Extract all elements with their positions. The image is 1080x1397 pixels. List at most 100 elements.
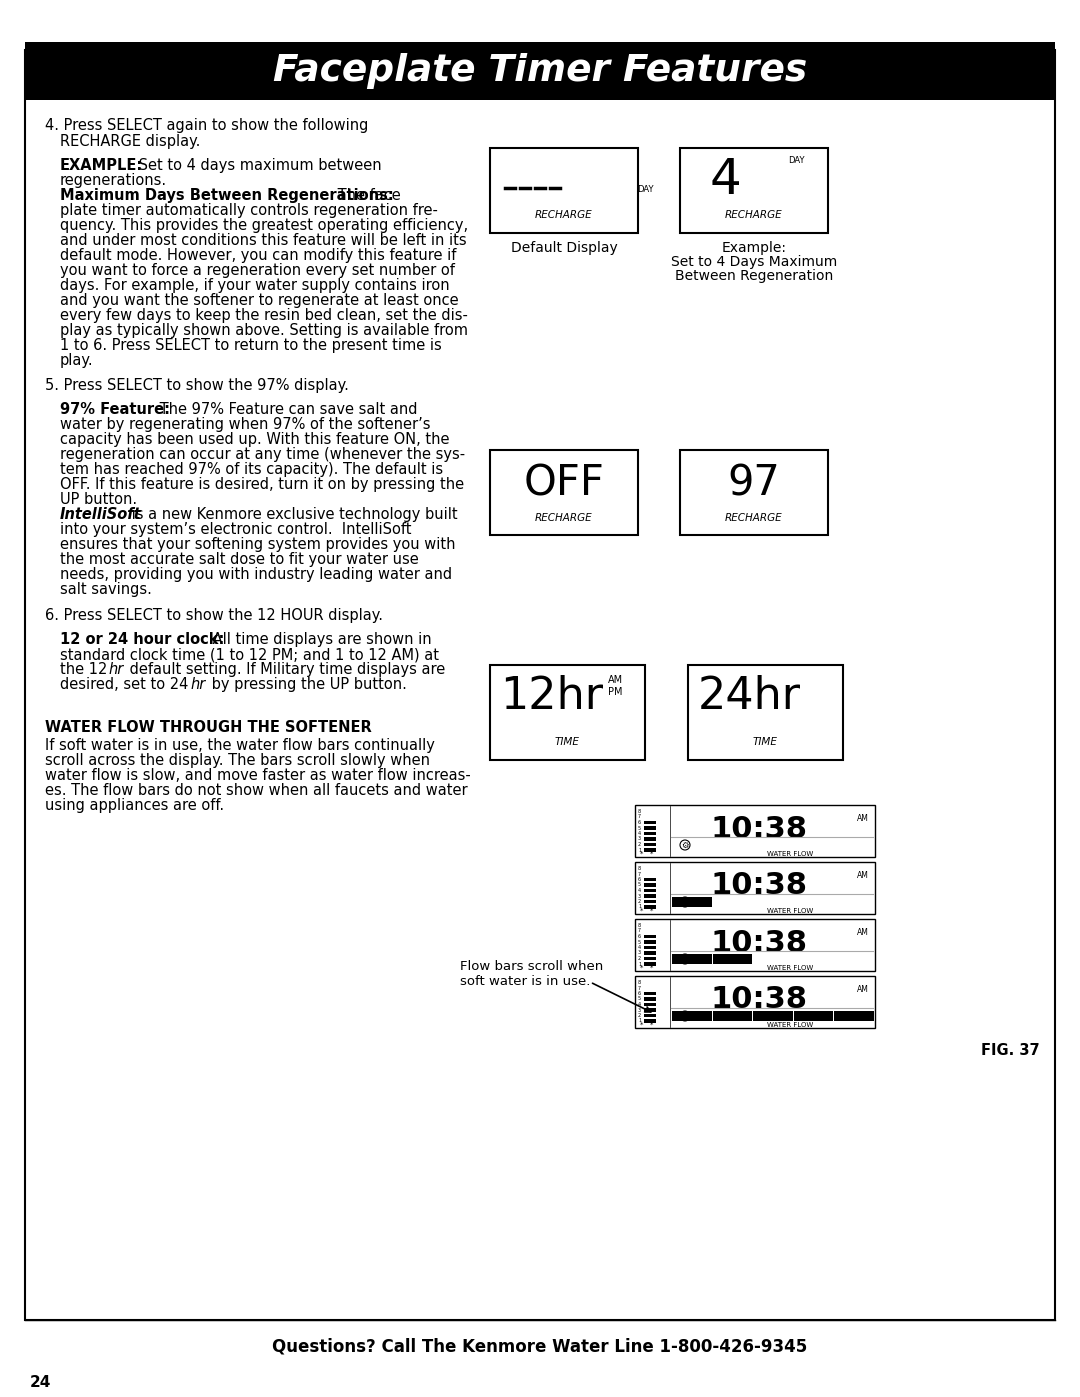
Text: ⚙: ⚙ xyxy=(681,954,689,964)
Bar xyxy=(835,1011,874,1021)
Text: FIG. 37: FIG. 37 xyxy=(982,1044,1040,1058)
Text: UP button.: UP button. xyxy=(60,492,137,507)
Text: 6. Press SELECT to show the 12 HOUR display.: 6. Press SELECT to show the 12 HOUR disp… xyxy=(45,608,383,623)
Text: Between Regeneration: Between Regeneration xyxy=(675,270,833,284)
Text: ⚙: ⚙ xyxy=(681,897,689,907)
Bar xyxy=(644,877,656,882)
Text: 97% Feature:: 97% Feature: xyxy=(60,402,170,416)
Text: ⚙: ⚙ xyxy=(681,1011,689,1020)
Bar xyxy=(644,997,656,1000)
Bar xyxy=(672,1011,712,1021)
Text: 10:38: 10:38 xyxy=(710,929,807,957)
Text: hr: hr xyxy=(108,662,123,678)
Text: *: * xyxy=(640,908,644,914)
Text: 3: 3 xyxy=(638,1007,642,1013)
Text: WATER FLOW: WATER FLOW xyxy=(767,851,813,856)
Text: *: * xyxy=(640,851,644,856)
Text: the 12: the 12 xyxy=(60,662,112,678)
Text: 10:38: 10:38 xyxy=(710,814,807,844)
Text: OFF. If this feature is desired, turn it on by pressing the: OFF. If this feature is desired, turn it… xyxy=(60,476,464,492)
Text: 3: 3 xyxy=(638,950,642,956)
Bar xyxy=(794,1011,834,1021)
Text: 4: 4 xyxy=(638,888,642,893)
Bar xyxy=(635,919,875,971)
Text: Questions? Call The Kenmore Water Line 1-800-426-9345: Questions? Call The Kenmore Water Line 1… xyxy=(272,1337,808,1355)
Bar xyxy=(644,1003,656,1006)
Text: 8: 8 xyxy=(638,981,642,985)
Text: 7: 7 xyxy=(638,985,642,990)
Text: capacity has been used up. With this feature ON, the: capacity has been used up. With this fea… xyxy=(60,432,449,447)
Bar xyxy=(644,963,656,965)
Text: 4: 4 xyxy=(710,156,742,204)
Text: quency. This provides the greatest operating efficiency,: quency. This provides the greatest opera… xyxy=(60,218,468,233)
Text: RECHARGE: RECHARGE xyxy=(536,513,593,522)
Text: 4: 4 xyxy=(638,944,642,950)
Text: WATER FLOW: WATER FLOW xyxy=(767,965,813,971)
Text: WATER FLOW THROUGH THE SOFTENER: WATER FLOW THROUGH THE SOFTENER xyxy=(45,719,372,735)
Bar xyxy=(713,1011,752,1021)
Bar xyxy=(644,842,656,847)
Text: 8: 8 xyxy=(638,923,642,928)
Text: 12hr: 12hr xyxy=(500,675,603,718)
Text: and you want the softener to regenerate at least once: and you want the softener to regenerate … xyxy=(60,293,459,307)
Text: RECHARGE: RECHARGE xyxy=(725,210,783,219)
Text: the most accurate salt dose to fit your water use: the most accurate salt dose to fit your … xyxy=(60,552,419,567)
Text: es. The flow bars do not show when all faucets and water: es. The flow bars do not show when all f… xyxy=(45,782,468,798)
Text: AM: AM xyxy=(858,928,869,937)
Text: *: * xyxy=(640,965,644,971)
Text: 3: 3 xyxy=(638,837,642,841)
Text: 3: 3 xyxy=(638,894,642,898)
Bar xyxy=(644,888,656,893)
Text: Set to 4 Days Maximum: Set to 4 Days Maximum xyxy=(671,256,837,270)
Text: 10:38: 10:38 xyxy=(710,985,807,1014)
Text: 7: 7 xyxy=(638,929,642,933)
Text: 10:38: 10:38 xyxy=(710,872,807,901)
Bar xyxy=(644,894,656,897)
Text: RECHARGE display.: RECHARGE display. xyxy=(60,134,201,149)
Text: water flow is slow, and move faster as water flow increas-: water flow is slow, and move faster as w… xyxy=(45,768,471,782)
Text: *: * xyxy=(650,908,653,914)
Text: 2: 2 xyxy=(638,956,642,961)
Bar xyxy=(713,954,752,964)
Text: 5: 5 xyxy=(638,826,642,830)
Text: 7: 7 xyxy=(638,872,642,876)
Text: using appliances are off.: using appliances are off. xyxy=(45,798,225,813)
Text: DAY: DAY xyxy=(637,184,653,194)
Text: 4: 4 xyxy=(638,831,642,835)
Text: EXAMPLE:: EXAMPLE: xyxy=(60,158,144,173)
Text: RECHARGE: RECHARGE xyxy=(536,210,593,219)
Bar xyxy=(644,820,656,824)
Text: PM: PM xyxy=(608,687,622,697)
Bar xyxy=(644,940,656,943)
Bar xyxy=(672,954,712,964)
Text: AM: AM xyxy=(858,814,869,823)
Text: 6: 6 xyxy=(638,990,642,996)
Bar xyxy=(680,450,828,535)
Text: standard clock time (1 to 12 PM; and 1 to 12 AM) at: standard clock time (1 to 12 PM; and 1 t… xyxy=(60,647,438,662)
Bar xyxy=(644,957,656,960)
Text: 5: 5 xyxy=(638,883,642,887)
Text: RECHARGE: RECHARGE xyxy=(725,513,783,522)
Text: Flow bars scroll when: Flow bars scroll when xyxy=(460,960,604,972)
Text: and under most conditions this feature will be left in its: and under most conditions this feature w… xyxy=(60,233,467,249)
Text: The face: The face xyxy=(333,189,401,203)
Bar xyxy=(644,992,656,995)
Text: into your system’s electronic control.  IntelliSoft: into your system’s electronic control. I… xyxy=(60,522,411,536)
Bar xyxy=(490,665,645,760)
Text: *: * xyxy=(650,965,653,971)
Text: plate timer automatically controls regeneration fre-: plate timer automatically controls regen… xyxy=(60,203,437,218)
Text: *: * xyxy=(640,1023,644,1028)
Text: you want to force a regeneration every set number of: you want to force a regeneration every s… xyxy=(60,263,455,278)
Text: desired, set to 24: desired, set to 24 xyxy=(60,678,193,692)
Bar xyxy=(680,148,828,233)
Text: 12 or 24 hour clock:: 12 or 24 hour clock: xyxy=(60,631,225,647)
Text: ⚙: ⚙ xyxy=(681,841,689,849)
Text: All time displays are shown in: All time displays are shown in xyxy=(208,631,432,647)
Text: The 97% Feature can save salt and: The 97% Feature can save salt and xyxy=(156,402,418,416)
Text: DAY: DAY xyxy=(788,156,805,165)
Text: 7: 7 xyxy=(638,814,642,820)
Text: 1 to 6. Press SELECT to return to the present time is: 1 to 6. Press SELECT to return to the pr… xyxy=(60,338,442,353)
Text: 8: 8 xyxy=(638,809,642,814)
Text: default setting. If Military time displays are: default setting. If Military time displa… xyxy=(125,662,445,678)
Text: Example:: Example: xyxy=(721,242,786,256)
